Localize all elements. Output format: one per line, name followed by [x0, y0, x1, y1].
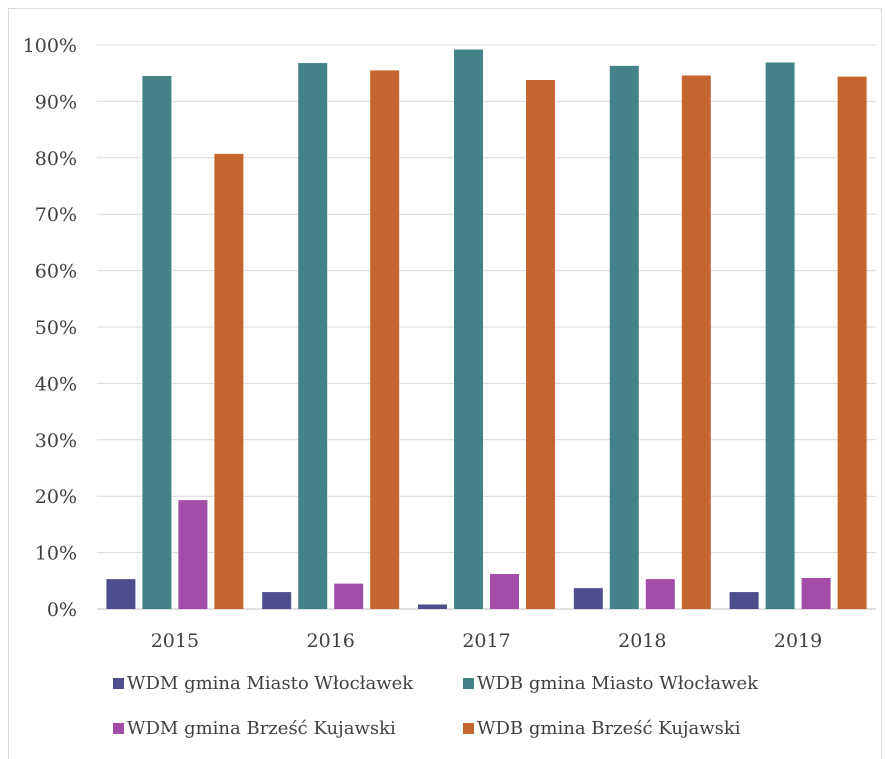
bar	[142, 76, 172, 609]
bar	[526, 79, 555, 609]
y-tick-label: 100%	[23, 35, 77, 57]
x-tick-label: 2015	[151, 630, 199, 652]
y-tick-label: 60%	[35, 261, 77, 283]
y-axis-ticks: 0% 10% 20% 30% 40% 50% 60% 70% 80% 90% 100%	[23, 35, 77, 621]
bar	[454, 49, 483, 609]
legend-label: WDB gmina Miasto Włocławek	[477, 673, 759, 694]
bar	[729, 592, 759, 609]
bar	[837, 76, 867, 610]
y-tick-label: 50%	[35, 317, 77, 339]
legend-label: WDB gmina Brześć Kujawski	[477, 718, 741, 739]
chart-frame	[8, 8, 882, 759]
bar	[370, 70, 400, 609]
y-tick-label: 80%	[35, 148, 77, 170]
bar	[765, 62, 795, 609]
legend-label: WDM gmina Miasto Włocławek	[127, 673, 414, 694]
y-tick-label: 90%	[35, 91, 77, 113]
bar	[214, 153, 244, 610]
legend-swatch	[113, 723, 124, 734]
x-tick-label: 2017	[462, 630, 510, 652]
bar	[801, 577, 831, 609]
x-tick-label: 2018	[618, 630, 666, 652]
x-tick-label: 2019	[774, 630, 822, 652]
bar	[573, 588, 603, 609]
y-tick-label: 70%	[35, 204, 77, 226]
gridlines	[97, 44, 876, 610]
y-tick-label: 30%	[35, 430, 77, 452]
x-tick-label: 2016	[307, 630, 355, 652]
bar	[106, 579, 136, 609]
legend: WDM gmina Miasto Włocławek WDB gmina Mias…	[113, 673, 759, 739]
bar	[609, 65, 639, 610]
legend-label: WDM gmina Brześć Kujawski	[127, 718, 396, 739]
bar	[262, 592, 292, 609]
y-tick-label: 10%	[35, 543, 77, 565]
y-tick-label: 20%	[35, 486, 77, 508]
legend-swatch	[113, 678, 124, 689]
legend-swatch	[463, 678, 474, 689]
bar	[645, 579, 675, 609]
y-tick-label: 0%	[47, 599, 77, 621]
x-axis-ticks: 2015 2016 2017 2018 2019	[151, 630, 823, 652]
bar	[490, 574, 519, 609]
bar	[418, 604, 447, 609]
bars	[106, 49, 867, 610]
bar	[681, 75, 711, 610]
bar	[178, 500, 208, 609]
legend-swatch	[463, 723, 474, 734]
y-tick-label: 40%	[35, 373, 77, 395]
bar	[298, 63, 328, 610]
bar	[334, 583, 364, 609]
